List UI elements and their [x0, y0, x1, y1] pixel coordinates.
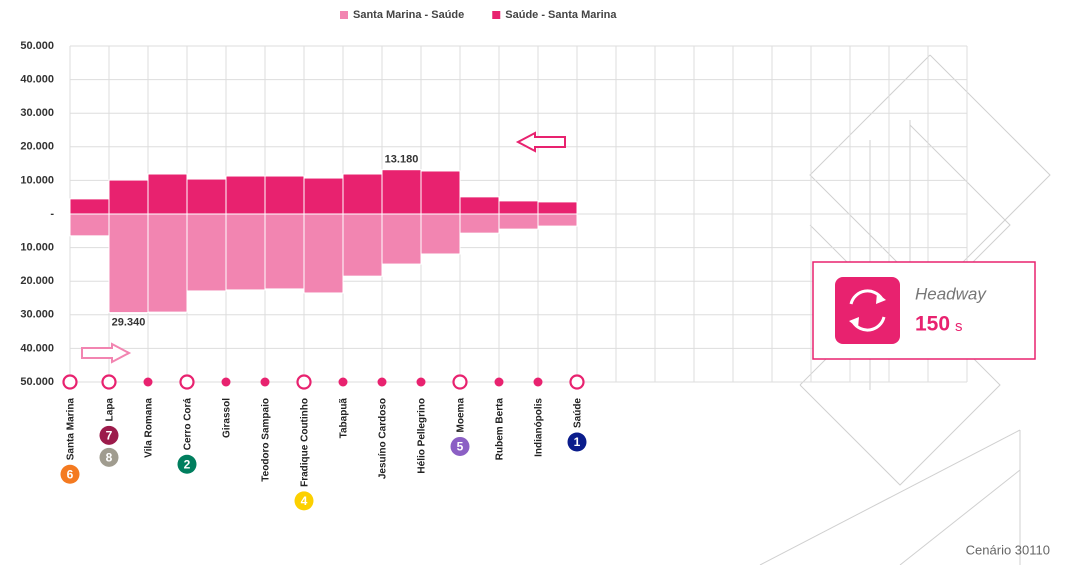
y-tick-label: 40.000: [20, 342, 54, 354]
bar: [304, 214, 343, 293]
bar: [499, 201, 538, 214]
station-name: Saúde: [573, 398, 584, 428]
station-name: Hélio Pellegrino: [417, 398, 428, 474]
bar: [343, 174, 382, 214]
station: [534, 378, 543, 387]
station: [261, 378, 270, 387]
bar: [382, 214, 421, 264]
legend-swatch: [492, 11, 500, 19]
bar: [109, 214, 148, 313]
line-number: 1: [574, 435, 581, 449]
bar: [538, 202, 577, 214]
bar: [421, 214, 460, 254]
line-number: 5: [457, 440, 464, 454]
y-tick-label: 20.000: [20, 275, 54, 287]
station-name: Jesuíno Cardoso: [378, 398, 389, 479]
station-name: Lapa: [105, 398, 116, 422]
station: [222, 378, 231, 387]
bar: [226, 176, 265, 214]
bar: [421, 171, 460, 214]
bar: [187, 179, 226, 214]
legend-swatch: [340, 11, 348, 19]
bar: [382, 170, 421, 214]
station-name: Teodoro Sampaio: [261, 398, 272, 482]
footer: Cenário 30110: [966, 542, 1050, 557]
station-name: Cerro Corá: [183, 398, 194, 451]
bar: [265, 214, 304, 289]
headway-box: Headway 150 s: [813, 262, 1035, 359]
legend-label: Santa Marina - Saúde: [353, 9, 464, 21]
bar: [148, 214, 187, 312]
bar: [109, 180, 148, 214]
y-tick-label: 50.000: [20, 40, 54, 52]
bar: [226, 214, 265, 290]
y-tick-label: -: [50, 208, 54, 220]
station: [339, 378, 348, 387]
station-transfer: [571, 376, 584, 389]
line-number: 8: [106, 451, 113, 465]
line-number: 6: [67, 467, 74, 481]
y-tick-label: 10.000: [20, 174, 54, 186]
station: [144, 378, 153, 387]
station-transfer: [181, 376, 194, 389]
legend-label: Saúde - Santa Marina: [505, 9, 617, 21]
station-transfer: [298, 376, 311, 389]
y-tick-label: 30.000: [20, 107, 54, 119]
station-transfer: [103, 376, 116, 389]
line-number: 4: [301, 494, 308, 508]
station-name: Rubem Berta: [495, 398, 506, 461]
bars: [70, 170, 577, 313]
station: [417, 378, 426, 387]
station-name: Indianópolis: [534, 398, 545, 457]
bar: [343, 214, 382, 276]
station-name: Santa Marina: [66, 398, 77, 461]
station-name: Vila Romana: [144, 398, 155, 458]
y-tick-label: 40.000: [20, 74, 54, 86]
bar: [70, 214, 109, 236]
station-transfer: [64, 376, 77, 389]
y-tick-label: 10.000: [20, 242, 54, 254]
line-number: 2: [184, 457, 191, 471]
station-name: Fradique Coutinho: [300, 398, 311, 487]
station-name: Girassol: [222, 398, 233, 438]
bar: [304, 178, 343, 214]
y-tick-label: 50.000: [20, 376, 54, 388]
bar: [187, 214, 226, 291]
y-tick-label: 30.000: [20, 309, 54, 321]
bar: [70, 199, 109, 214]
station-name: Moema: [456, 398, 467, 433]
headway-value: 150: [915, 313, 950, 336]
bar: [460, 197, 499, 214]
bar: [265, 176, 304, 214]
value-label: 29.340: [112, 316, 146, 328]
station: [378, 378, 387, 387]
bar: [460, 214, 499, 233]
headway-label: Headway: [915, 284, 987, 303]
chart: Headway 150 s Cenário 30110 50.000 40.000…: [0, 0, 1069, 565]
bar: [538, 214, 577, 226]
headway-unit: s: [955, 318, 963, 335]
station: [495, 378, 504, 387]
y-tick-label: 20.000: [20, 141, 54, 153]
value-label: 13.180: [385, 154, 419, 166]
station-name: Tabapuã: [339, 398, 350, 439]
bar: [499, 214, 538, 229]
station-transfer: [454, 376, 467, 389]
line-number: 7: [106, 429, 113, 443]
bar: [148, 174, 187, 214]
